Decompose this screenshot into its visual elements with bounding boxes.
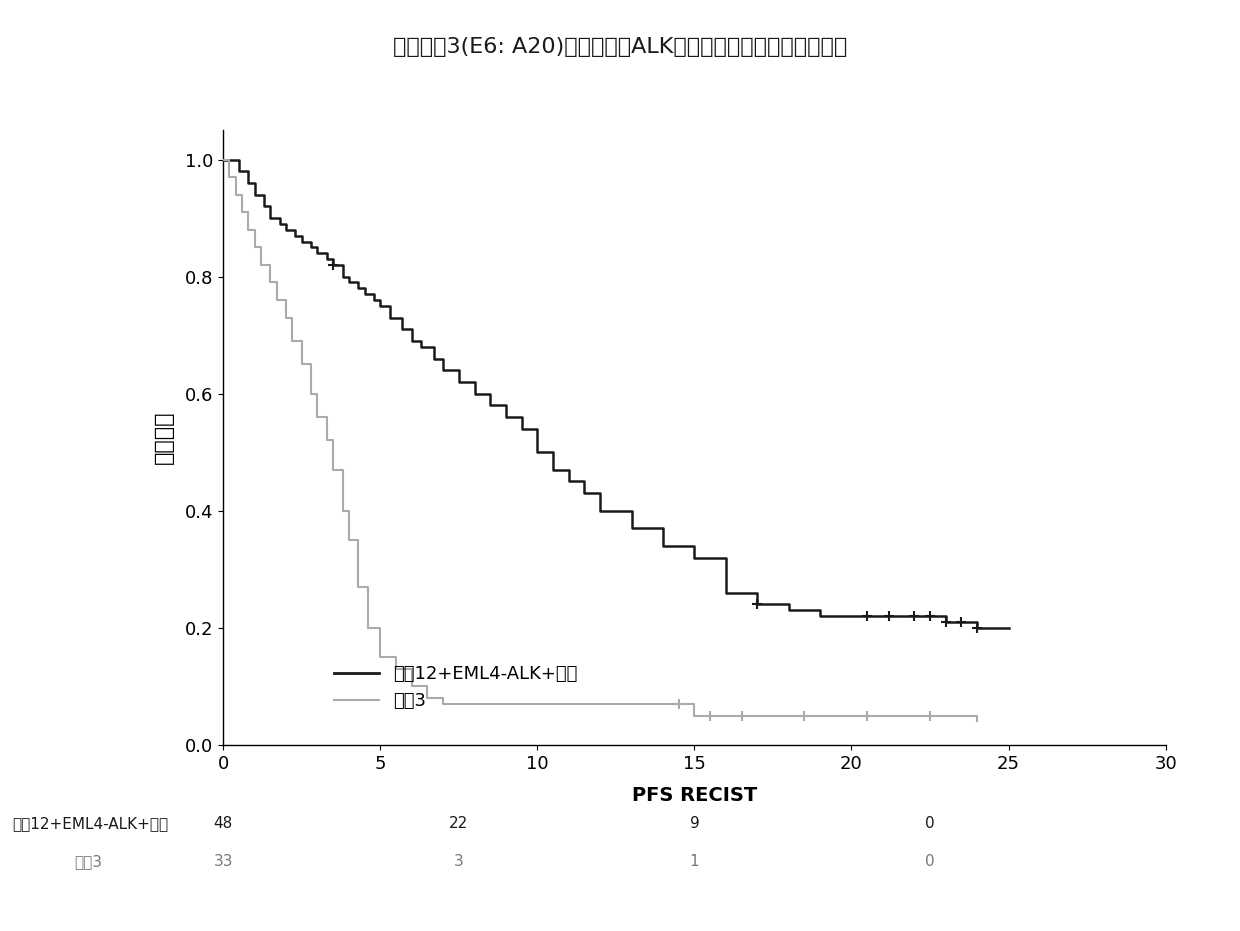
Text: 9: 9: [689, 816, 699, 831]
Text: 1: 1: [689, 854, 699, 869]
Legend: 变体12+EML4-ALK+其它, 变体3: 变体12+EML4-ALK+其它, 变体3: [326, 658, 585, 718]
Text: 3: 3: [454, 854, 464, 869]
Text: 48: 48: [213, 816, 233, 831]
Text: 变体3: 变体3: [74, 854, 103, 869]
Text: 0: 0: [925, 816, 935, 831]
Text: 33: 33: [213, 854, 233, 869]
Text: 变体12+EML4-ALK+其它: 变体12+EML4-ALK+其它: [12, 816, 169, 831]
Text: 0: 0: [925, 854, 935, 869]
Text: 具有变体3(E6: A20)相比于其它ALK融合物的患者中的无进展存活: 具有变体3(E6: A20)相比于其它ALK融合物的患者中的无进展存活: [393, 37, 847, 57]
Y-axis label: 存活概率: 存活概率: [154, 411, 174, 465]
X-axis label: PFS RECIST: PFS RECIST: [631, 787, 758, 805]
Text: 22: 22: [449, 816, 469, 831]
